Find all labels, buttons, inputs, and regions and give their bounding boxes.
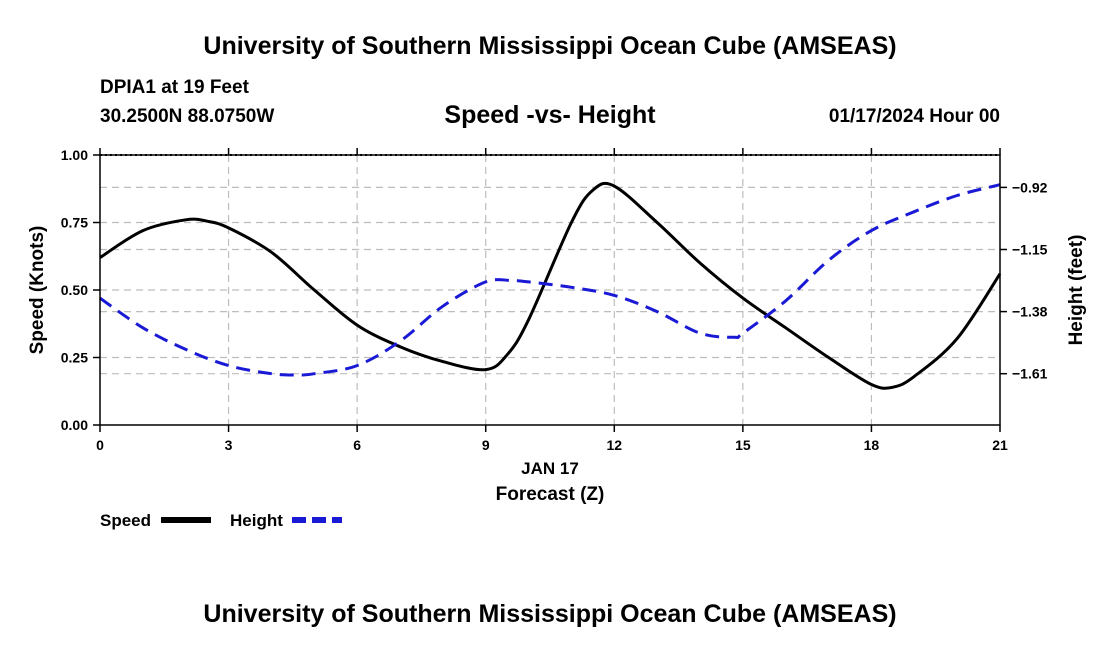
datetime-label: 01/17/2024 Hour 00 bbox=[828, 106, 1000, 127]
legend-height-label: Height bbox=[230, 511, 283, 530]
x-tick-label: 12 bbox=[606, 437, 622, 453]
y-axis-right-title: Height (feet) bbox=[1066, 235, 1087, 346]
grid bbox=[100, 154, 1000, 425]
y-tick-label: 0.50 bbox=[61, 282, 88, 298]
x-tick-label: 6 bbox=[353, 437, 361, 453]
coordinates-label: 30.2500N 88.0750W bbox=[100, 106, 275, 127]
x-axis-date-label: JAN 17 bbox=[521, 459, 579, 478]
speed-series-line bbox=[99, 181, 1002, 390]
height-series-line bbox=[99, 183, 1001, 377]
x-axis-title: Forecast (Z) bbox=[496, 484, 605, 505]
y-right-tick-label: −1.38 bbox=[1012, 304, 1048, 320]
legend: Speed Height bbox=[100, 511, 342, 530]
station-label: DPIA1 at 19 Feet bbox=[100, 77, 249, 98]
x-tick-label: 21 bbox=[992, 437, 1008, 453]
axes: 0 3 6 9 12 15 18 21 0.00 0.25 0.50 0.75 1.00 −1.61 −1.… bbox=[61, 147, 1048, 453]
series-layer bbox=[99, 181, 1002, 390]
y-tick-label: 0.75 bbox=[61, 215, 88, 231]
x-tick-label: 9 bbox=[482, 437, 490, 453]
y-right-tick-label: −0.92 bbox=[1012, 179, 1048, 195]
top-title: University of Southern Mississippi Ocean… bbox=[203, 32, 897, 60]
x-tick-label: 0 bbox=[96, 437, 104, 453]
y-axis-title: Speed (Knots) bbox=[27, 226, 48, 355]
y-right-tick-label: −1.61 bbox=[1012, 366, 1048, 382]
x-tick-label: 15 bbox=[735, 437, 751, 453]
bottom-title: University of Southern Mississippi Ocean… bbox=[203, 600, 897, 628]
y-tick-label: 0.00 bbox=[61, 417, 88, 433]
x-tick-label: 18 bbox=[864, 437, 880, 453]
y-right-tick-label: −1.15 bbox=[1012, 242, 1048, 258]
y-tick-label: 0.25 bbox=[61, 350, 88, 366]
chart-subtitle: Speed -vs- Height bbox=[444, 101, 656, 129]
legend-speed-label: Speed bbox=[100, 511, 151, 530]
y-tick-label: 1.00 bbox=[61, 147, 88, 163]
x-tick-label: 3 bbox=[225, 437, 233, 453]
